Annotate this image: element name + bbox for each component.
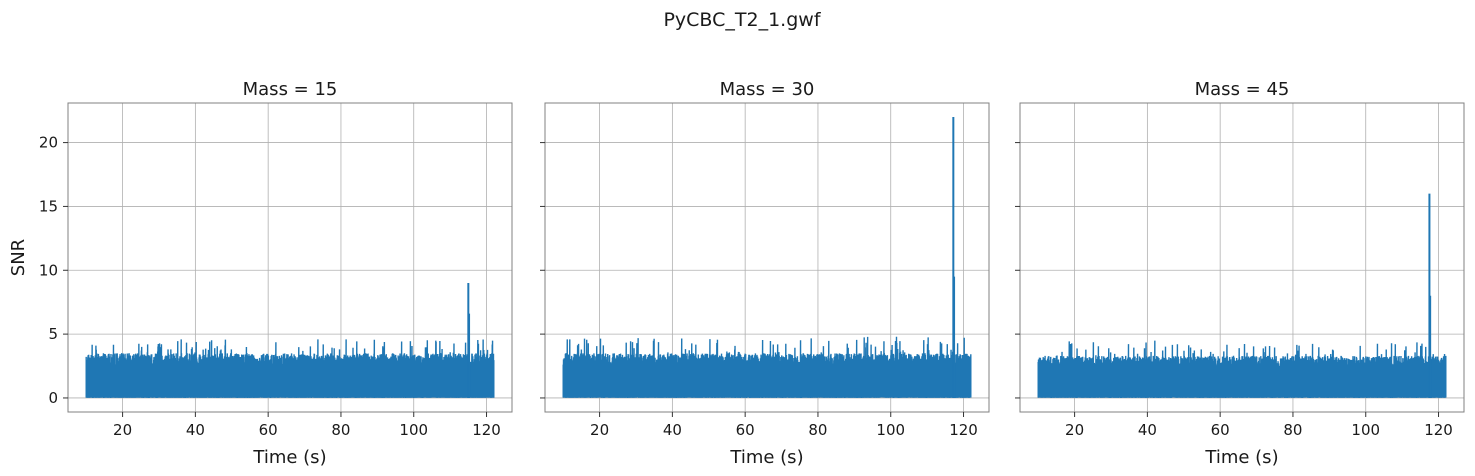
x-tick-label: 100 (1351, 421, 1380, 439)
axes-frame (544, 102, 990, 413)
x-tick-label: 120 (949, 421, 978, 439)
x-tick-label: 100 (399, 421, 428, 439)
x-tick-label: 20 (590, 421, 609, 439)
axes-frame (67, 102, 513, 413)
y-axis-label: SNR (8, 239, 29, 276)
x-tick-label: 80 (331, 421, 350, 439)
x-tick-label: 120 (1424, 421, 1453, 439)
x-tick-label: 60 (736, 421, 755, 439)
snr-series-line (1037, 340, 1447, 398)
snr-series-line (562, 336, 972, 398)
y-tick-label: 5 (48, 325, 58, 343)
figure-title: PyCBC_T2_1.gwf (663, 9, 821, 31)
x-tick-label: 40 (1138, 421, 1157, 439)
x-tick-label: 80 (1283, 421, 1302, 439)
x-axis-label: Time (s) (252, 447, 326, 468)
subplot-title: Mass = 45 (1195, 79, 1290, 100)
x-axis-label: Time (s) (1204, 447, 1278, 468)
subplot-1: 20 40 60 80 100 120 0 5 10 15 20 Mass = 15 Time (s) S… (8, 79, 513, 468)
x-tick-label: 20 (113, 421, 132, 439)
x-axis-label: Time (s) (729, 447, 803, 468)
snr-series-line (85, 339, 495, 398)
x-tick-label: 120 (472, 421, 501, 439)
x-tick-label: 40 (186, 421, 205, 439)
x-tick-label: 100 (876, 421, 905, 439)
subplot-title: Mass = 15 (243, 79, 338, 100)
x-tick-label: 60 (1211, 421, 1230, 439)
y-tick-label: 15 (39, 197, 58, 215)
axes-frame (1019, 102, 1465, 413)
subplot-title: Mass = 30 (720, 79, 815, 100)
x-tick-label: 40 (663, 421, 682, 439)
x-tick-label: 80 (808, 421, 827, 439)
subplot-2: 20 40 60 80 100 120 Mass = 30 Time (s) (540, 79, 990, 468)
x-tick-label: 20 (1065, 421, 1084, 439)
x-tick-label: 60 (259, 421, 278, 439)
y-tick-label: 10 (39, 261, 58, 279)
subplot-3: 20 40 60 80 100 120 Mass = 45 Time (s) (1015, 79, 1465, 468)
y-tick-label: 0 (48, 389, 58, 407)
y-tick-label: 20 (39, 134, 58, 152)
